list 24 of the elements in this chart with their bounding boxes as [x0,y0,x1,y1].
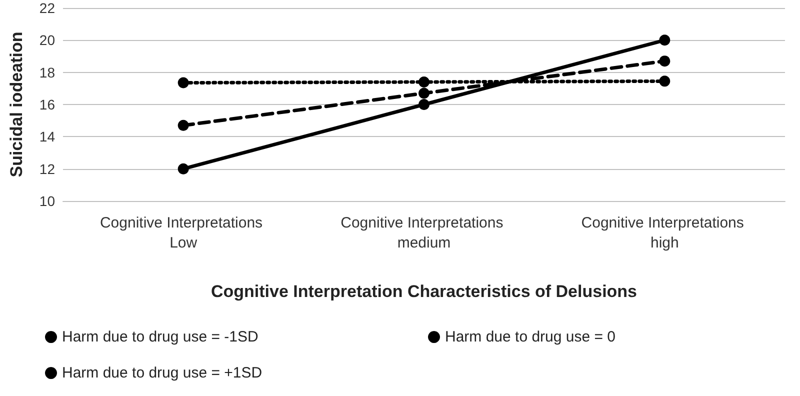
point [659,34,670,46]
legend-label: Harm due to drug use = 0 [445,328,616,346]
y-tick-label: 22 [39,0,56,16]
point [178,163,189,174]
point [178,77,189,88]
point [178,120,189,131]
x-tick-label: Cognitive Interpretations Low [100,214,267,252]
y-tick-label: 20 [39,32,56,48]
point [659,56,670,67]
y-tick-label: 10 [39,193,56,209]
point [418,88,430,99]
legend-label: Harm due to drug use = -1SD [62,328,259,346]
x-tick-label: Cognitive Interpretations high [581,214,748,252]
point [659,76,670,87]
x-axis-title: Cognitive Interpretation Characteristics of Delusions [210,282,638,301]
y-tick-label: 14 [39,128,56,145]
point [418,76,430,88]
y-tick-label: 16 [39,96,56,112]
y-axis-title: Suicidal iodeation [7,32,26,178]
y-tick-label: 12 [39,160,56,177]
point [418,99,430,110]
y-tick-label: 18 [39,64,56,80]
legend-label: Harm due to drug use = +1SD [62,364,262,382]
x-tick-label: Cognitive Interpretations medium [340,214,508,252]
